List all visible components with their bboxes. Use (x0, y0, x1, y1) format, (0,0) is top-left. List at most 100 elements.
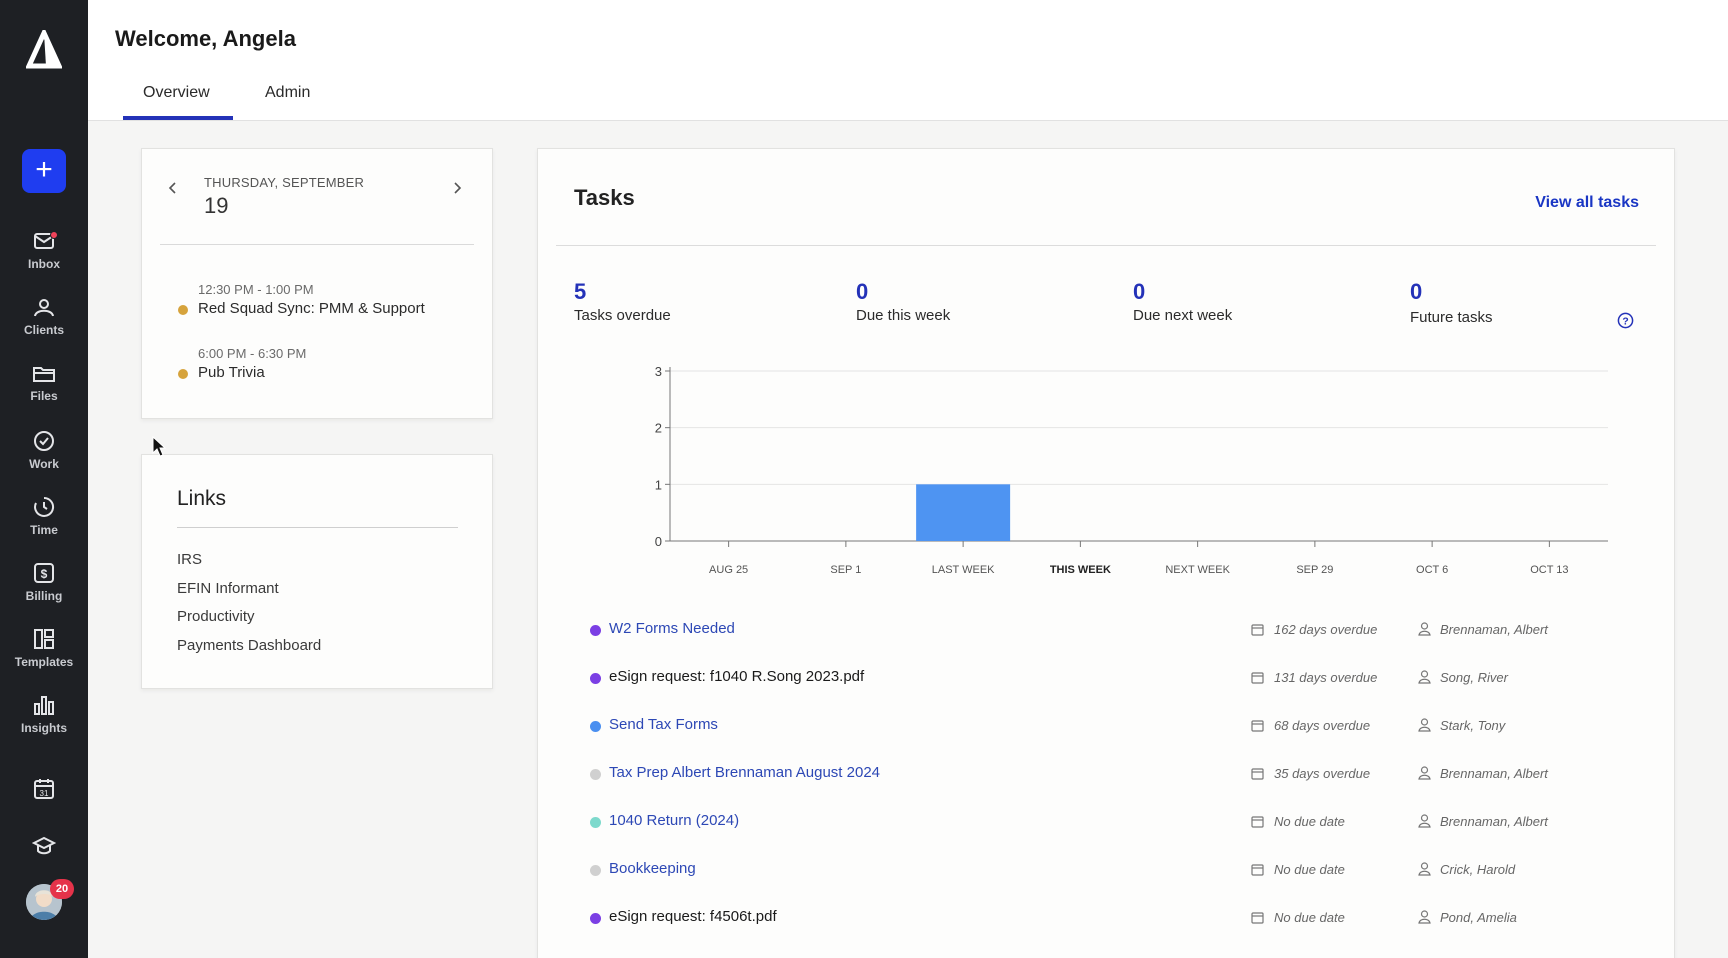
link-irs[interactable]: IRS (177, 551, 203, 568)
tab-admin[interactable]: Admin (265, 84, 311, 101)
sidebar-item-templates[interactable]: Templates (0, 628, 88, 669)
sidebar-item-billing[interactable]: $ Billing (0, 562, 88, 603)
task-assignee[interactable]: Brennaman, Albert (1440, 622, 1548, 637)
task-row[interactable]: 1040 Return (2024) No due date Brennaman, … (590, 807, 1650, 837)
task-due-status: No due date (1274, 814, 1345, 829)
link-productivity[interactable]: Productivity (177, 608, 255, 625)
task-due-status: No due date (1274, 862, 1345, 877)
stat-label: Tasks overdue (574, 307, 671, 324)
calendar-day-label: THURSDAY, SEPTEMBER (204, 175, 365, 190)
bar-chart-icon (34, 696, 54, 715)
chevron-right-icon (454, 182, 462, 194)
logo-icon[interactable] (26, 30, 62, 70)
active-tab-indicator (123, 116, 233, 120)
task-row[interactable]: Send Tax Forms 68 days overdue Stark, Tony (590, 711, 1650, 741)
graduation-cap-icon (32, 836, 56, 855)
task-assignee[interactable]: Song, River (1440, 670, 1508, 685)
stat-label: Future tasks (1410, 309, 1493, 326)
link-payments-dashboard[interactable]: Payments Dashboard (177, 637, 322, 654)
task-status-dot (590, 721, 601, 732)
task-name[interactable]: Tax Prep Albert Brennaman August 2024 (609, 764, 881, 781)
sidebar-item-insights[interactable]: Insights (0, 694, 88, 735)
page-title: Welcome, Angela (115, 26, 296, 51)
next-day-button[interactable] (452, 181, 462, 200)
link-efin-informant[interactable]: EFIN Informant (177, 580, 279, 597)
event-time: 6:00 PM - 6:30 PM (198, 346, 307, 361)
stat-due-next-week[interactable]: 0 Due next week (1133, 279, 1232, 324)
task-row[interactable]: eSign request: f4506t.pdf No due date Pond… (590, 903, 1650, 933)
stat-label: Due next week (1133, 307, 1233, 324)
task-row[interactable]: W2 Forms Needed 162 days overdue Brennaman… (590, 615, 1650, 645)
task-assignee[interactable]: Crick, Harold (1440, 862, 1516, 877)
sidebar-item-label: Templates (14, 655, 74, 669)
stat-value: 0 (1410, 279, 1423, 304)
sidebar-item-files[interactable]: Files (0, 364, 88, 403)
sidebar-learning-button[interactable] (0, 835, 88, 857)
dollar-icon: $ (34, 563, 54, 583)
task-assignee[interactable]: Brennaman, Albert (1440, 814, 1548, 829)
x-tick-label: NEXT WEEK (1165, 564, 1230, 574)
notification-dot (50, 231, 58, 239)
task-due-status: 131 days overdue (1274, 670, 1378, 685)
task-row[interactable]: eSign request: f1040 R.Song 2023.pdf 131 … (590, 663, 1650, 693)
task-name[interactable]: Bookkeeping (609, 860, 696, 877)
page-header: Welcome, Angela Overview Admin (88, 0, 1728, 121)
event-color-dot (178, 305, 188, 315)
sidebar-item-label: Work (29, 457, 59, 471)
tasks-title: Tasks (574, 185, 635, 210)
task-name[interactable]: eSign request: f4506t.pdf (609, 908, 777, 925)
sidebar-item-inbox[interactable]: Inbox (0, 231, 88, 271)
event-title: Pub Trivia (198, 364, 265, 381)
task-assignee[interactable]: Brennaman, Albert (1440, 766, 1548, 781)
calendar-icon (1251, 912, 1264, 924)
task-row[interactable]: Bookkeeping No due date Crick, Harold (590, 855, 1650, 885)
divider (556, 245, 1656, 246)
y-tick-label: 3 (655, 364, 662, 379)
new-item-button[interactable]: + (22, 149, 66, 193)
calendar-date: 19 (204, 193, 229, 218)
tasks-card: Tasks View all tasks 5 Tasks overdue 0 D… (537, 148, 1675, 958)
stat-tasks-overdue[interactable]: 5 Tasks overdue (574, 279, 671, 324)
task-name[interactable]: Send Tax Forms (609, 716, 718, 733)
calendar-card: THURSDAY, SEPTEMBER 19 12:30 PM - 1:00 P… (141, 148, 493, 419)
task-name[interactable]: 1040 Return (2024) (609, 812, 740, 829)
event-title: Red Squad Sync: PMM & Support (198, 300, 425, 317)
sidebar-item-time[interactable]: Time (0, 496, 88, 537)
stat-label: Due this week (856, 307, 951, 324)
stat-value: 0 (856, 279, 869, 304)
y-tick-label: 1 (655, 477, 662, 492)
task-assignee[interactable]: Pond, Amelia (1440, 910, 1517, 925)
sidebar-item-label: Insights (20, 721, 67, 735)
stat-future-tasks[interactable]: 0 Future tasks (1410, 279, 1493, 326)
sidebar: + Inbox Clients Files Work Time $ Billin… (0, 0, 88, 958)
task-due-status: No due date (1274, 910, 1345, 925)
person-icon (1418, 622, 1431, 636)
sidebar-item-label: Billing (25, 589, 63, 603)
clock-icon (34, 496, 55, 517)
links-card: Links IRS EFIN Informant Productivity Pa… (141, 454, 493, 689)
task-row[interactable]: Tax Prep Albert Brennaman August 2024 35 … (590, 759, 1650, 789)
x-tick-label: AUG 25 (709, 564, 748, 574)
check-circle-icon (34, 431, 54, 451)
calendar-icon (1251, 624, 1264, 636)
sidebar-item-label: Clients (23, 323, 64, 337)
prev-day-button[interactable] (168, 181, 178, 200)
sidebar-item-label: Files (30, 389, 58, 403)
svg-text:?: ? (1622, 316, 1628, 327)
sidebar-item-clients[interactable]: Clients (0, 298, 88, 337)
stat-due-this-week[interactable]: 0 Due this week (856, 279, 950, 324)
sidebar-calendar-button[interactable]: 31 (0, 778, 88, 800)
people-icon (34, 299, 54, 317)
calendar-day-number: 31 (40, 789, 49, 798)
calendar-icon: 31 (34, 779, 54, 799)
task-status-dot (590, 625, 601, 636)
task-name[interactable]: eSign request: f1040 R.Song 2023.pdf (609, 668, 865, 685)
tasks-bar-chart: 0 1 2 3 AUG 25 SEP 1 LAST WEEK THIS WEEK NEXT WE… (655, 364, 1608, 574)
sidebar-item-work[interactable]: Work (0, 430, 88, 471)
tab-overview[interactable]: Overview (143, 84, 210, 101)
help-icon[interactable]: ? (1617, 312, 1634, 329)
calendar-icon (1251, 672, 1264, 684)
task-name[interactable]: W2 Forms Needed (609, 620, 735, 637)
task-assignee[interactable]: Stark, Tony (1440, 718, 1506, 733)
view-all-tasks-link[interactable]: View all tasks (1535, 194, 1639, 211)
